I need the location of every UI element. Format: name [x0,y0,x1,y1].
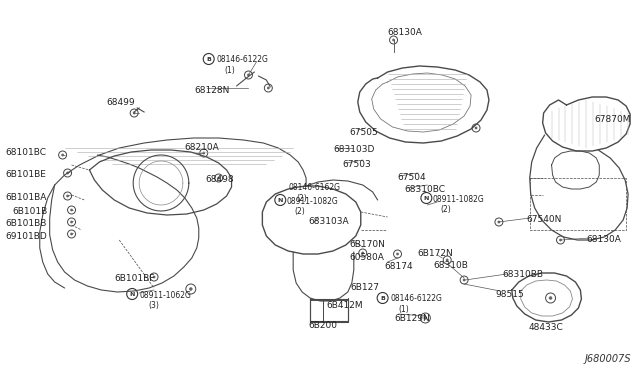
Text: 683103D: 683103D [333,145,374,154]
Circle shape [247,74,250,76]
Text: 68210A: 68210A [185,143,220,152]
Text: (1): (1) [399,305,409,314]
Text: 68310BC: 68310BC [404,185,445,194]
Circle shape [70,221,73,224]
Text: 67505: 67505 [350,128,379,137]
Text: J680007S: J680007S [584,354,631,364]
Text: N: N [424,196,429,201]
Circle shape [70,232,73,235]
Text: 6B412M: 6B412M [326,301,363,310]
Text: 6B101BE: 6B101BE [5,170,46,179]
Text: 67503: 67503 [342,160,371,169]
Circle shape [446,259,449,262]
Text: 68101BC: 68101BC [5,148,46,157]
Text: 6B200: 6B200 [308,321,337,330]
Circle shape [267,87,269,89]
Circle shape [132,112,136,115]
Text: 08911-1082G: 08911-1082G [432,195,484,204]
Circle shape [559,238,562,241]
Circle shape [362,251,364,254]
Text: 6B172N: 6B172N [417,249,453,258]
Circle shape [424,316,427,320]
Text: N: N [278,198,283,202]
Text: 6B129N: 6B129N [394,314,430,323]
Circle shape [497,221,500,224]
Text: 08911-1082G: 08911-1082G [286,197,338,206]
Text: 68130A: 68130A [388,28,422,37]
Text: (1): (1) [225,66,236,75]
Circle shape [61,154,64,156]
Text: 08146-6122G: 08146-6122G [217,55,269,64]
Circle shape [70,209,73,211]
Text: 683103A: 683103A [308,217,349,226]
Text: 68310BB: 68310BB [502,270,543,279]
Text: 6B101BF: 6B101BF [115,274,155,283]
Circle shape [217,177,220,179]
Text: B: B [206,57,211,61]
Text: 68174: 68174 [385,262,413,271]
Circle shape [392,39,395,41]
Text: N: N [129,292,135,296]
Text: 6B101BB: 6B101BB [5,219,46,228]
Circle shape [463,279,465,281]
Circle shape [396,253,399,256]
Circle shape [475,126,477,129]
Text: 6B170N: 6B170N [350,240,386,249]
Circle shape [202,152,205,154]
Text: 68499: 68499 [106,98,135,107]
Circle shape [189,287,193,291]
Text: 08146-6162G: 08146-6162G [288,183,340,192]
Text: 6B101B: 6B101B [12,207,47,216]
Circle shape [549,296,552,300]
Text: 08146-6122G: 08146-6122G [390,294,442,303]
Text: (3): (3) [148,301,159,310]
Text: 68130A: 68130A [586,235,621,244]
Text: 67540N: 67540N [527,215,562,224]
Circle shape [66,171,69,174]
Text: B: B [380,295,385,301]
Text: 48433C: 48433C [529,323,563,332]
Text: 6B101BA: 6B101BA [5,193,46,202]
Text: 08911-1062G: 08911-1062G [139,291,191,300]
Text: 98515: 98515 [495,290,524,299]
Text: 67504: 67504 [397,173,426,182]
Text: (2): (2) [296,194,307,203]
Text: 60580A: 60580A [350,253,385,262]
Text: 6B127: 6B127 [351,283,380,292]
Text: (2): (2) [294,207,305,216]
Text: (2): (2) [440,205,451,214]
Text: 68310B: 68310B [433,261,468,270]
Text: 67870M: 67870M [595,115,631,124]
Text: 68498: 68498 [205,175,234,184]
Circle shape [153,276,156,278]
Circle shape [66,195,69,198]
Text: 69101BD: 69101BD [5,232,47,241]
Text: 68128N: 68128N [195,86,230,95]
